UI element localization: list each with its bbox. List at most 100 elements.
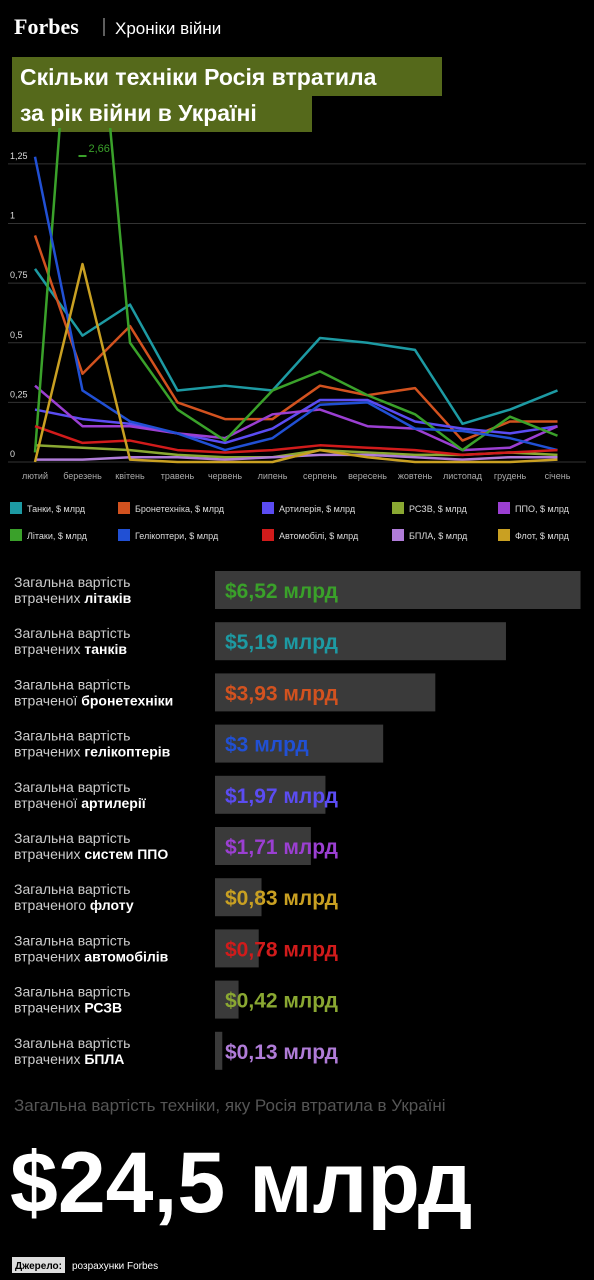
bar [215, 929, 259, 968]
category-label: втрачених автомобілів [14, 948, 169, 964]
category-line: Загальна вартість [14, 779, 130, 795]
x-tick-label: листопад [443, 471, 483, 481]
title-bg [12, 95, 312, 132]
x-tick-label: липень [258, 471, 288, 481]
y-tick-label: 0,25 [10, 389, 28, 399]
legend-label: Танки, $ млрд [27, 504, 86, 514]
value-label: $3 млрд [225, 734, 309, 757]
value-label: $3,93 млрд [225, 682, 338, 705]
bar [215, 571, 581, 609]
category-line: втраченої [14, 795, 77, 811]
category-label: втрачених БПЛА [14, 1051, 124, 1067]
category-line: втрачених [14, 948, 80, 964]
legend-label: Бронетехніка, $ млрд [135, 504, 225, 514]
series-line [33, 128, 558, 453]
category-bold: танків [84, 641, 127, 657]
series-line [33, 268, 558, 426]
category-label: втрачених літаків [14, 590, 132, 606]
legend-label: БПЛА, $ млрд [409, 531, 468, 541]
bar [215, 827, 311, 865]
legend-label: РСЗВ, $ млрд [409, 504, 467, 514]
category-line: втрачених [14, 590, 80, 606]
legend-swatch [498, 502, 510, 514]
category-line: Загальна вартість [14, 881, 130, 897]
category-bold: БПЛА [84, 1051, 124, 1067]
y-tick-label: 0 [10, 449, 15, 459]
category-line: Загальна вартість [14, 728, 130, 744]
category-bold: літаків [84, 590, 131, 606]
value-label: $0,78 млрд [225, 938, 338, 961]
legend-swatch [118, 502, 130, 514]
brand: Forbes [14, 14, 79, 39]
legend-swatch [118, 529, 130, 541]
value-label: $0,83 млрд [225, 887, 338, 910]
category-label: втраченого флоту [14, 897, 134, 913]
category-line: Загальна вартість [14, 830, 130, 846]
value-label: $5,19 млрд [225, 631, 338, 654]
x-tick-label: грудень [494, 471, 527, 481]
category-line: втрачених [14, 1051, 80, 1067]
x-tick-label: червень [208, 471, 242, 481]
value-label: $0,13 млрд [225, 1041, 338, 1064]
legend-label: ППО, $ млрд [515, 504, 570, 514]
bar [215, 980, 239, 1019]
x-tick-label: квітень [115, 471, 145, 481]
category-line: Загальна вартість [14, 625, 130, 641]
y-tick-label: 1,25 [10, 151, 28, 161]
bar [215, 724, 384, 763]
source: розрахунки Forbes [72, 1261, 158, 1272]
category-label: втрачених гелікоптерів [14, 744, 171, 760]
category-line: втраченої [14, 692, 77, 708]
category-label: втрачених танків [14, 641, 127, 657]
total: $24,5 млрд [10, 1135, 472, 1231]
category-bold: артилерії [81, 795, 147, 811]
data-label: 2,66 [89, 143, 110, 155]
footer-caption: Загальна вартість техніки, яку Росія втр… [14, 1096, 446, 1115]
bar [215, 673, 436, 712]
y-tick-label: 0,5 [10, 330, 23, 340]
category-line: втраченого [14, 897, 86, 913]
category-label: втрачених систем ППО [14, 846, 168, 862]
category-bold: РСЗВ [84, 1000, 122, 1016]
category-line: втрачених [14, 744, 80, 760]
y-tick-label: 0,75 [10, 270, 28, 280]
value-label: $0,42 млрд [225, 990, 338, 1013]
category-label: втраченої артилерії [14, 795, 147, 811]
legend-swatch [262, 502, 274, 514]
legend-label: Флот, $ млрд [515, 531, 570, 541]
bar [215, 878, 262, 917]
x-tick-label: березень [63, 471, 102, 481]
category-line: втрачених [14, 846, 80, 862]
bar [215, 1031, 223, 1070]
series-line [34, 425, 558, 457]
series-line [33, 156, 558, 452]
legend-swatch [498, 529, 510, 541]
x-tick-label: травень [161, 471, 195, 481]
category-bold: флоту [90, 897, 134, 913]
category-line: втрачених [14, 641, 80, 657]
value-label: $1,97 млрд [225, 785, 338, 808]
title-bg [12, 57, 442, 96]
category-line: Загальна вартість [14, 1035, 130, 1051]
legend-label: Артилерія, $ млрд [279, 504, 356, 514]
title: Скільки техніки Росія втратила [20, 64, 377, 90]
x-tick-label: січень [545, 471, 571, 481]
category-label: втраченої бронетехніки [14, 692, 173, 708]
series-line [33, 235, 558, 442]
plot [33, 128, 559, 464]
category-label: втрачених РСЗВ [14, 1000, 122, 1016]
legend-label: Автомобілі, $ млрд [279, 531, 359, 541]
x-tick-label: лютий [22, 471, 48, 481]
section: Хроніки війни [115, 19, 221, 38]
legend-swatch [392, 529, 404, 541]
source-label-bg [12, 1257, 65, 1273]
legend-swatch [10, 502, 22, 514]
series-line [33, 262, 558, 464]
x-tick-label: жовтень [398, 471, 433, 481]
category-line: втрачених [14, 1000, 80, 1016]
category-bold: бронетехніки [81, 692, 173, 708]
legend-label: Літаки, $ млрд [27, 531, 88, 541]
bar [215, 622, 506, 661]
